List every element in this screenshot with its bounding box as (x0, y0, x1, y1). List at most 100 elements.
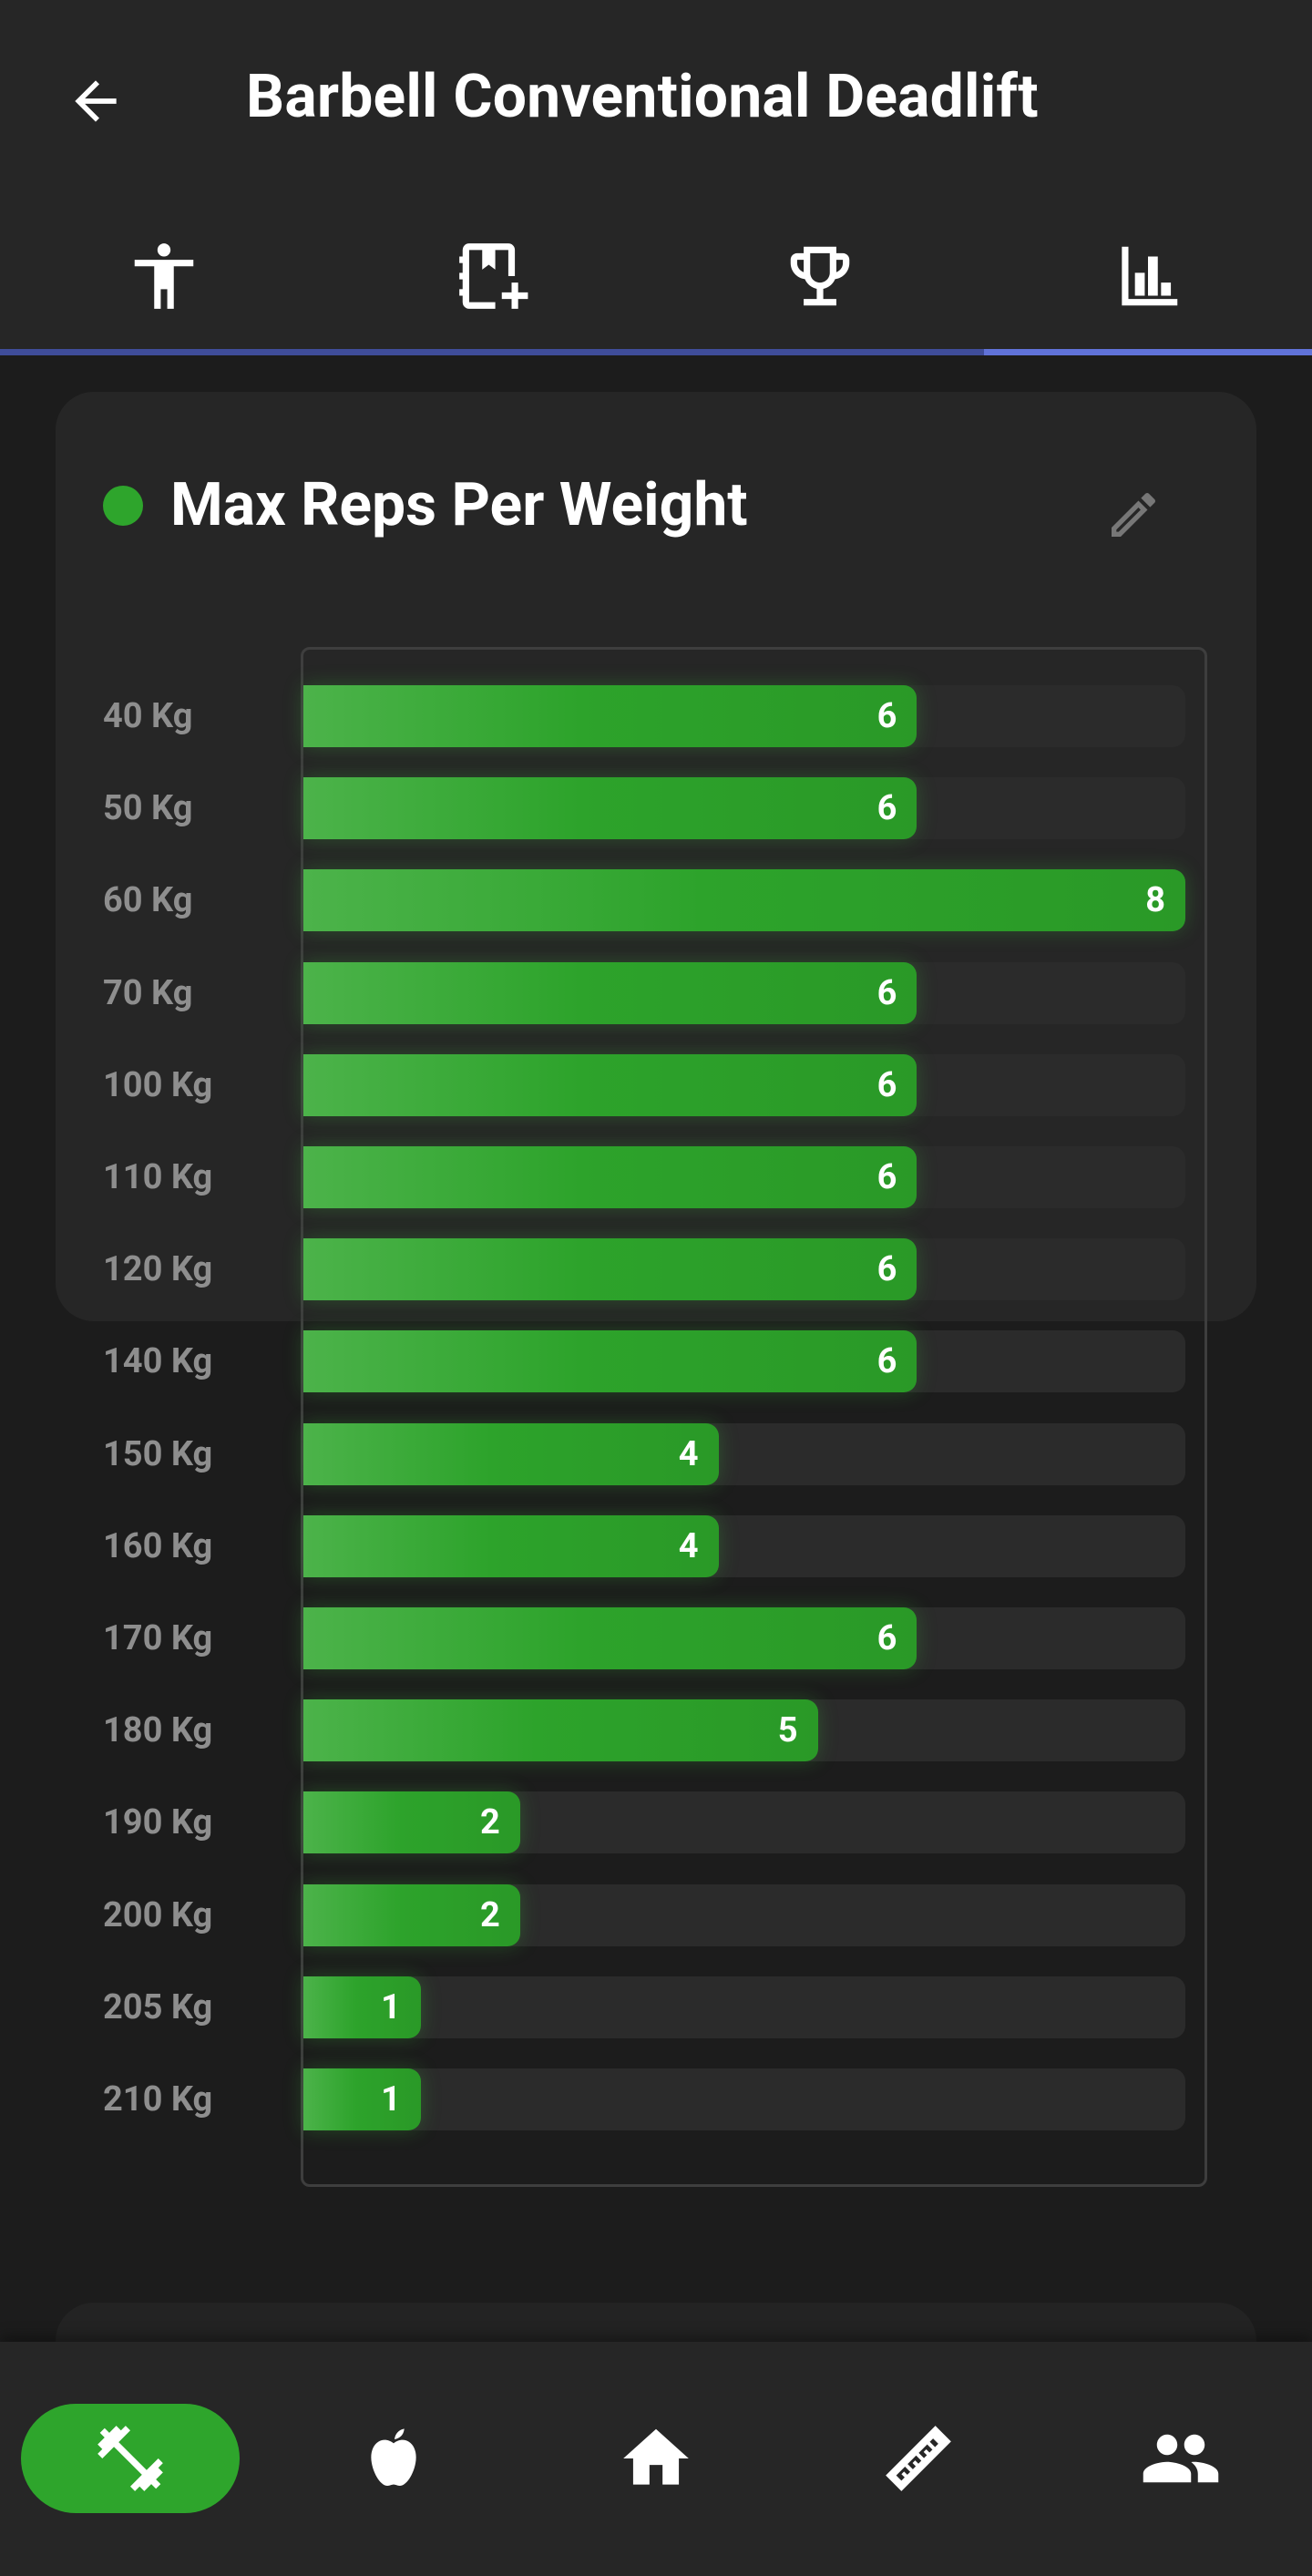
reps-bar: 6 (303, 1238, 917, 1301)
status-dot (103, 486, 143, 526)
chart-row: 100 Kg 6 (56, 1053, 1256, 1116)
bar-track: 6 (303, 961, 1185, 1024)
people-icon (1143, 2434, 1219, 2483)
person-icon (134, 242, 194, 309)
trophy-icon (790, 246, 850, 305)
reps-bar: 5 (303, 1699, 818, 1762)
bar-track: 6 (303, 1607, 1185, 1669)
weight-label: 40 Kg (103, 696, 193, 736)
bar-track: 1 (303, 2068, 1185, 2130)
card-header: Max Reps Per Weight (103, 465, 748, 547)
back-button[interactable] (55, 60, 137, 142)
reps-bar: 6 (303, 961, 917, 1024)
active-tab-indicator (984, 349, 1312, 355)
chart-row: 170 Kg 6 (56, 1607, 1256, 1669)
chart-row: 110 Kg 6 (56, 1146, 1256, 1208)
reps-bar: 6 (303, 1053, 917, 1116)
nav-workout[interactable] (21, 2404, 240, 2513)
reps-bar: 6 (303, 1146, 917, 1208)
reps-bar: 8 (303, 869, 1185, 932)
reps-value: 8 (1145, 880, 1165, 921)
reps-bar: 1 (303, 2068, 421, 2130)
reps-value: 4 (678, 1525, 699, 1566)
chart-row: 150 Kg 4 (56, 1422, 1256, 1485)
chart-row: 160 Kg 4 (56, 1514, 1256, 1577)
reps-value: 6 (876, 696, 897, 736)
reps-bar: 2 (303, 1791, 520, 1854)
reps-value: 2 (479, 1802, 500, 1843)
weight-label: 160 Kg (103, 1525, 213, 1566)
chart-frame (301, 647, 1207, 2187)
weight-label: 60 Kg (103, 880, 193, 921)
reps-bar: 4 (303, 1514, 719, 1577)
bar-track: 6 (303, 1330, 1185, 1393)
max-reps-card: Max Reps Per Weight 40 Kg 6 50 Kg 6 60 Kg 8 70… (56, 392, 1256, 2187)
top-app-bar: Barbell Conventional Deadlift (0, 0, 1312, 196)
bar-track: 6 (303, 1238, 1185, 1301)
weight-label: 140 Kg (103, 1341, 213, 1382)
reps-bar: 2 (303, 1883, 520, 1946)
chart-row: 120 Kg 6 (56, 1238, 1256, 1301)
weight-label: 110 Kg (103, 1157, 213, 1197)
chart-row: 140 Kg 6 (56, 1330, 1256, 1393)
weight-label: 70 Kg (103, 972, 193, 1013)
reps-value: 1 (381, 1986, 401, 2027)
tab-records[interactable] (656, 196, 984, 355)
reps-value: 2 (479, 1894, 500, 1935)
dumbbell-icon (97, 2426, 163, 2491)
reps-value: 4 (678, 1433, 699, 1474)
reps-value: 1 (381, 2079, 401, 2119)
reps-value: 6 (876, 972, 897, 1013)
chart-row: 40 Kg 6 (56, 685, 1256, 747)
chart-row: 190 Kg 2 (56, 1791, 1256, 1854)
page-title: Barbell Conventional Deadlift (246, 62, 1039, 132)
bar-track: 6 (303, 1146, 1185, 1208)
reps-bar: 6 (303, 1607, 917, 1669)
bar-track: 6 (303, 685, 1185, 747)
weight-label: 200 Kg (103, 1894, 213, 1935)
tab-log[interactable] (328, 196, 656, 355)
bar-track: 2 (303, 1883, 1185, 1946)
nav-nutrition[interactable] (339, 2404, 448, 2513)
apple-icon (371, 2428, 416, 2486)
chart-row: 200 Kg 2 (56, 1883, 1256, 1946)
chart-row: 205 Kg 1 (56, 1976, 1256, 2038)
arrow-left-icon (75, 80, 117, 122)
chart-row: 180 Kg 5 (56, 1699, 1256, 1762)
bar-track: 6 (303, 1053, 1185, 1116)
reps-value: 6 (876, 1064, 897, 1105)
chart-row: 210 Kg 1 (56, 2068, 1256, 2130)
nav-measurements[interactable] (864, 2404, 973, 2513)
weight-label: 170 Kg (103, 1618, 213, 1658)
tab-overview[interactable] (0, 196, 328, 355)
weight-label: 205 Kg (103, 1986, 213, 2027)
bar-track: 4 (303, 1514, 1185, 1577)
reps-bar: 1 (303, 1976, 421, 2038)
nav-home[interactable] (601, 2404, 711, 2513)
reps-value: 6 (876, 1157, 897, 1197)
weight-label: 120 Kg (103, 1249, 213, 1290)
reps-value: 6 (876, 788, 897, 829)
reps-bar: 6 (303, 685, 917, 747)
bar-track: 6 (303, 777, 1185, 840)
bar-track: 1 (303, 1976, 1185, 2038)
bar-track: 2 (303, 1791, 1185, 1854)
nav-social[interactable] (1126, 2404, 1235, 2513)
chart-row: 70 Kg 6 (56, 961, 1256, 1024)
reps-bar: 6 (303, 777, 917, 840)
reps-value: 6 (876, 1249, 897, 1290)
reps-value: 5 (777, 1710, 798, 1751)
weight-label: 190 Kg (103, 1802, 213, 1843)
add-note-icon (459, 242, 528, 309)
reps-value: 6 (876, 1341, 897, 1382)
pencil-icon (1112, 492, 1156, 537)
weight-label: 150 Kg (103, 1433, 213, 1474)
reps-bar: 6 (303, 1330, 917, 1393)
reps-value: 6 (876, 1618, 897, 1658)
bottom-navigation (0, 2342, 1312, 2576)
bar-track: 5 (303, 1699, 1185, 1762)
edit-button[interactable] (1102, 483, 1165, 547)
card-title: Max Reps Per Weight (170, 470, 748, 540)
tab-charts[interactable] (984, 196, 1312, 355)
weight-label: 50 Kg (103, 788, 193, 829)
